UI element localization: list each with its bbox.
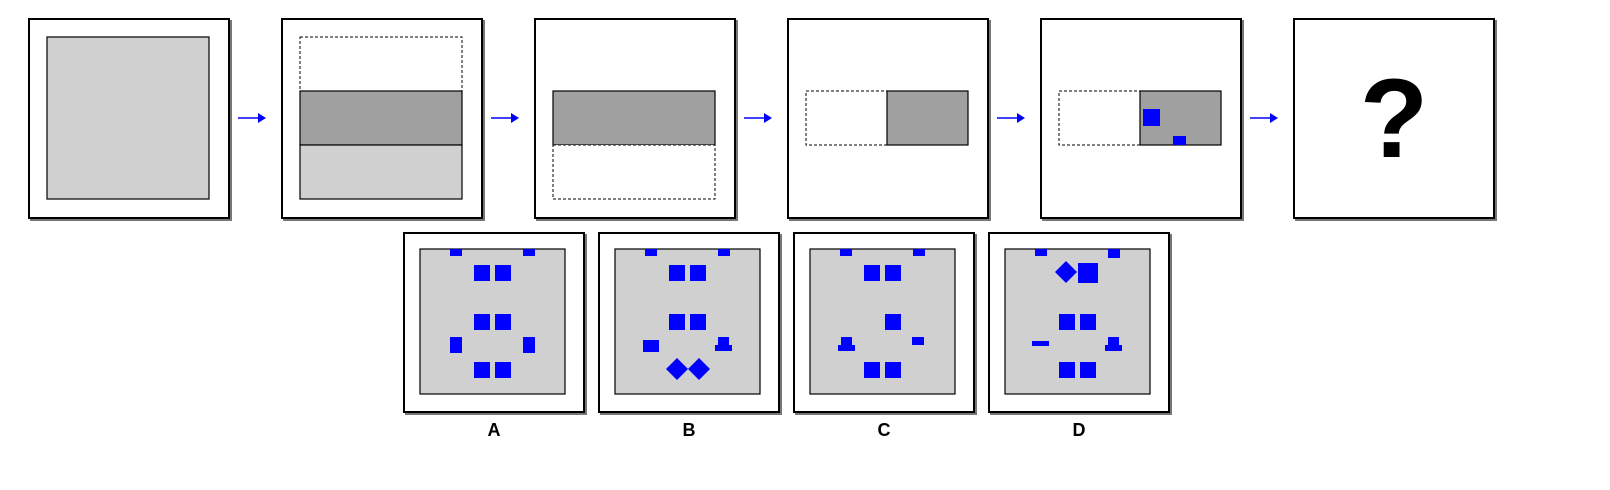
- hole: [523, 249, 535, 256]
- paper-square: [46, 36, 210, 200]
- hole: [1035, 249, 1047, 256]
- option-b-figure: [614, 248, 761, 395]
- option-c-label[interactable]: C: [877, 420, 891, 440]
- hole: [1108, 249, 1120, 258]
- folded-layer: [886, 90, 969, 146]
- question-mark: ?: [1359, 56, 1429, 181]
- option-a-figure: [419, 248, 566, 395]
- folded-layer: [299, 90, 463, 146]
- folded-away-outline: [299, 36, 463, 92]
- hole: [718, 249, 730, 256]
- hole: [474, 362, 490, 378]
- hole: [1059, 362, 1075, 378]
- hole: [690, 265, 706, 281]
- option-c-panel[interactable]: [793, 232, 975, 413]
- sequence-arrow-icon: [997, 113, 1025, 123]
- step-4-figure: [805, 90, 969, 146]
- option-a-label[interactable]: A: [487, 420, 501, 440]
- step-2-figure: [299, 36, 463, 200]
- hole: [864, 265, 880, 281]
- folded-away-outline: [552, 144, 716, 200]
- hole: [643, 340, 659, 352]
- step-1-figure: [46, 36, 210, 200]
- step-4-panel: [787, 18, 989, 219]
- hole: [495, 314, 511, 330]
- folded-layer: [552, 90, 716, 146]
- option-d-label[interactable]: D: [1072, 420, 1086, 440]
- sequence-arrow-icon: [1250, 113, 1278, 123]
- diamond-hole: [1055, 261, 1077, 283]
- hole: [450, 249, 462, 256]
- option-c-figure: [809, 248, 956, 395]
- hole: [864, 362, 880, 378]
- diamond-hole: [688, 358, 710, 380]
- hole: [645, 249, 657, 256]
- hole: [1059, 314, 1075, 330]
- folded-away-outline: [1058, 90, 1141, 146]
- step-6-panel: ?: [1293, 18, 1495, 219]
- hole: [1032, 341, 1049, 346]
- hole: [523, 337, 535, 353]
- hole: [885, 362, 901, 378]
- sequence-arrow-icon: [744, 113, 772, 123]
- hole: [885, 265, 901, 281]
- hole: [838, 345, 855, 351]
- step-5-figure: [1058, 90, 1222, 146]
- hole: [840, 249, 852, 256]
- option-d-panel[interactable]: [988, 232, 1170, 413]
- step-3-figure: [552, 90, 716, 200]
- single-layer: [299, 144, 463, 200]
- hole: [1108, 337, 1119, 346]
- option-d-figure: [1004, 248, 1151, 395]
- step-2-panel: [281, 18, 483, 219]
- hole: [1105, 345, 1122, 351]
- hole: [450, 337, 462, 353]
- hole: [885, 314, 901, 330]
- sequence-arrow-icon: [491, 113, 519, 123]
- hole: [669, 314, 685, 330]
- option-b-label[interactable]: B: [682, 420, 696, 440]
- hole: [669, 265, 685, 281]
- option-b-panel[interactable]: [598, 232, 780, 413]
- option-a-panel[interactable]: [403, 232, 585, 413]
- hole: [718, 337, 729, 346]
- sequence-arrow-icon: [238, 113, 266, 123]
- edge-hole: [1173, 136, 1186, 145]
- hole: [715, 345, 732, 351]
- hole: [1080, 362, 1096, 378]
- hole: [841, 337, 852, 346]
- hole: [495, 265, 511, 281]
- hole: [690, 314, 706, 330]
- hole: [474, 265, 490, 281]
- hole: [474, 314, 490, 330]
- step-5-panel: [1040, 18, 1242, 219]
- folded-away-outline: [805, 90, 888, 146]
- hole: [912, 337, 924, 345]
- hole: [1078, 263, 1098, 283]
- step-1-panel: [28, 18, 230, 219]
- square-hole: [1143, 109, 1160, 126]
- step-3-panel: [534, 18, 736, 219]
- hole: [913, 249, 925, 256]
- hole: [1080, 314, 1096, 330]
- hole: [495, 362, 511, 378]
- diamond-hole: [666, 358, 688, 380]
